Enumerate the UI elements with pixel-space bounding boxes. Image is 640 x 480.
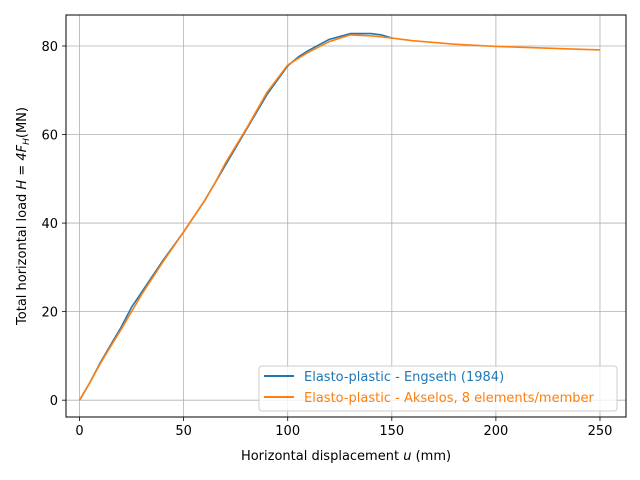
- legend: Elasto-plastic - Engseth (1984) Elasto-p…: [258, 365, 618, 412]
- legend-label-akselos: Elasto-plastic - Akselos, 8 elements/mem…: [304, 391, 594, 406]
- series-layer: [78, 32, 601, 401]
- y-tick-label: 40: [41, 217, 58, 232]
- y-ticks: 0 20 40 60 80: [41, 40, 66, 409]
- series-line-0: [78, 32, 393, 401]
- x-tick-label: 250: [588, 424, 613, 439]
- x-tick-label: 50: [175, 424, 192, 439]
- y-tick-label: 0: [50, 394, 58, 409]
- x-tick-label: 100: [275, 424, 300, 439]
- grid: [66, 15, 626, 417]
- x-tick-label: 200: [483, 424, 508, 439]
- x-ticks: 0 50 100 150 200 250: [75, 417, 612, 439]
- y-tick-label: 60: [41, 129, 58, 144]
- x-axis-label: Horizontal displacement u (mm): [241, 449, 451, 464]
- legend-label-engseth: Elasto-plastic - Engseth (1984): [304, 370, 504, 385]
- plot-frame: [65, 14, 627, 418]
- series-line-1: [78, 34, 601, 401]
- y-axis-label: Total horizontal load H = 4FH(MN): [15, 107, 32, 326]
- x-tick-label: 0: [75, 424, 83, 439]
- legend-box: [258, 365, 618, 412]
- y-tick-label: 80: [41, 40, 58, 55]
- x-tick-label: 150: [379, 424, 404, 439]
- y-tick-label: 20: [41, 306, 58, 321]
